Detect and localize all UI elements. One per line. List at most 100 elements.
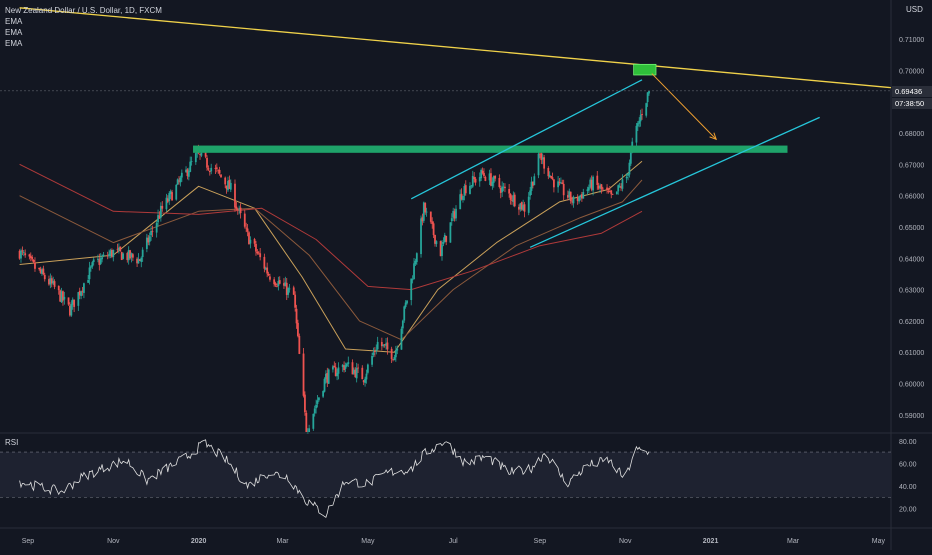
candle-body	[625, 176, 628, 179]
candle-body	[18, 250, 21, 259]
candle-body	[413, 263, 415, 280]
candle-body	[278, 280, 281, 284]
candle-body	[78, 290, 81, 296]
candle-body	[635, 125, 638, 143]
projection-arrow	[651, 73, 717, 140]
candle-body	[580, 194, 583, 199]
candle-body	[140, 257, 143, 262]
candle-body	[137, 258, 140, 264]
ema-line-3	[19, 163, 643, 291]
candle-body	[69, 305, 71, 316]
candle-body	[569, 191, 572, 201]
candle-body	[91, 262, 94, 267]
candle-body	[218, 169, 221, 174]
candle-body	[396, 348, 399, 351]
candle-body	[341, 364, 344, 367]
candle-body	[322, 391, 325, 397]
candle-body	[239, 207, 242, 214]
candle-body	[596, 175, 599, 185]
candle-body	[620, 186, 622, 188]
candle-body	[522, 205, 525, 211]
candle-body	[318, 397, 320, 401]
candle-body	[501, 186, 504, 193]
candle-body	[376, 341, 379, 350]
candle-body	[511, 200, 513, 201]
candle-body	[519, 203, 522, 210]
candle-body	[351, 362, 354, 375]
candle-body	[248, 232, 250, 245]
candle-body	[449, 222, 452, 243]
candle-body	[189, 161, 192, 172]
candle-body	[611, 193, 614, 195]
last-price-tag: 0.69436	[892, 86, 932, 97]
long-term-trendline	[19, 7, 892, 89]
price-tick-label: 0.65000	[899, 225, 924, 232]
candle-body	[80, 291, 83, 297]
candle-body	[618, 186, 621, 187]
candle-body	[527, 196, 530, 213]
candle-body	[473, 177, 476, 180]
currency-label[interactable]: USD	[906, 5, 923, 14]
channel-lower-line	[529, 116, 820, 248]
candle-body	[266, 267, 269, 274]
candle-body	[249, 239, 252, 244]
candle-body	[586, 189, 589, 192]
candle-body	[530, 181, 533, 191]
candle-body	[415, 253, 418, 263]
candle-body	[571, 201, 573, 203]
candle-body	[120, 252, 123, 260]
candle-body	[463, 185, 466, 196]
candle-body	[225, 185, 228, 190]
candle-body	[608, 191, 611, 192]
candle-body	[471, 175, 474, 187]
candle-body	[22, 252, 25, 253]
rsi-indicator-label[interactable]: RSI	[5, 438, 19, 447]
candle-body	[532, 181, 534, 186]
candle-body	[70, 304, 73, 316]
candle-body	[304, 394, 306, 413]
symbol-title[interactable]: New Zealand Dollar / U.S. Dollar, 1D, FX…	[5, 6, 162, 15]
candle-body	[394, 350, 397, 358]
candle-body	[110, 249, 113, 257]
candle-body	[308, 428, 311, 432]
candle-body	[558, 182, 561, 183]
candle-body	[512, 195, 515, 202]
candle-body	[302, 353, 305, 396]
candle-body	[540, 153, 543, 161]
candle-body	[336, 372, 338, 377]
candle-body	[131, 254, 134, 258]
candle-body	[108, 253, 111, 257]
candle-body	[617, 185, 620, 192]
candle-body	[92, 259, 95, 263]
candle-body	[439, 241, 442, 257]
candle-body	[484, 176, 487, 181]
ema-indicator-3[interactable]: EMA	[5, 39, 23, 48]
candle-body	[513, 194, 516, 207]
candle-body	[425, 211, 428, 213]
candle-body	[38, 267, 41, 270]
candle-body	[60, 291, 63, 303]
candle-body	[178, 180, 180, 182]
candle-body	[641, 113, 643, 115]
ema-indicator-1[interactable]: EMA	[5, 17, 23, 26]
candle-body	[200, 152, 203, 156]
candle-body	[354, 369, 357, 378]
candle-body	[50, 278, 53, 284]
chart-legend: New Zealand Dollar / U.S. Dollar, 1D, FX…	[5, 5, 162, 49]
candle-body	[592, 176, 594, 191]
candle-body	[323, 378, 326, 392]
candle-body	[21, 250, 24, 252]
ema-indicator-2[interactable]: EMA	[5, 28, 23, 37]
candle-body	[365, 373, 368, 380]
candle-body	[627, 173, 629, 176]
candle-body	[147, 237, 150, 243]
candle-body	[158, 215, 161, 219]
candle-body	[215, 167, 218, 169]
candle-body	[403, 306, 406, 321]
candle-body	[256, 251, 259, 254]
candle-body	[116, 248, 119, 250]
price-tick-label: 0.64000	[899, 256, 924, 263]
candle-body	[53, 281, 56, 287]
